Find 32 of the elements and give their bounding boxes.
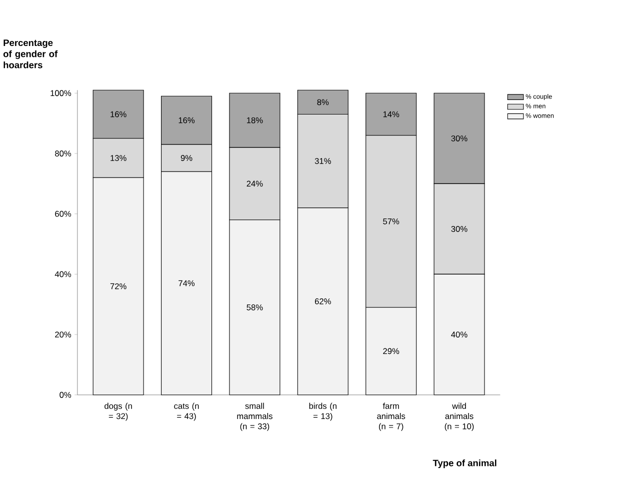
data-label: 8% xyxy=(317,99,329,106)
x-tick-label: birds (n = 13) xyxy=(309,403,336,421)
x-tick-label: farm animals (n = 7) xyxy=(377,403,406,432)
data-label: 30% xyxy=(451,136,468,142)
data-label: 16% xyxy=(110,112,126,118)
data-label: 29% xyxy=(383,348,400,354)
x-tick-label: cats (n = 43) xyxy=(174,403,199,421)
data-label: 18% xyxy=(247,118,263,124)
data-label: 16% xyxy=(178,118,195,124)
y-tick-label: 80% xyxy=(55,150,72,157)
data-label: 58% xyxy=(246,304,263,311)
data-label: 30% xyxy=(451,226,468,232)
y-tick-label: 60% xyxy=(55,211,72,218)
y-tick-label: 0% xyxy=(60,392,72,398)
x-tick-label: wild animals (n = 10) xyxy=(444,403,474,432)
data-label: 40% xyxy=(451,332,468,338)
x-tick-label: dogs (n = 32) xyxy=(104,403,132,421)
data-label: 62% xyxy=(314,298,331,305)
data-label: 57% xyxy=(383,218,400,225)
x-tick-label: small mammals (n = 33) xyxy=(237,403,272,432)
data-label: 13% xyxy=(110,155,126,162)
y-axis-title: Percentage of gender of hoarders xyxy=(3,40,58,68)
data-label: 24% xyxy=(246,180,263,187)
x-axis-title: Type of animal xyxy=(432,460,496,468)
data-label: 31% xyxy=(314,158,331,164)
data-label: 14% xyxy=(383,112,400,118)
data-label: 74% xyxy=(178,280,195,286)
y-tick-label: 40% xyxy=(54,271,72,278)
y-tick-label: 20% xyxy=(55,332,72,338)
data-label: 9% xyxy=(180,155,192,162)
y-tick-label: 100% xyxy=(50,90,72,96)
data-label: 72% xyxy=(110,284,126,290)
